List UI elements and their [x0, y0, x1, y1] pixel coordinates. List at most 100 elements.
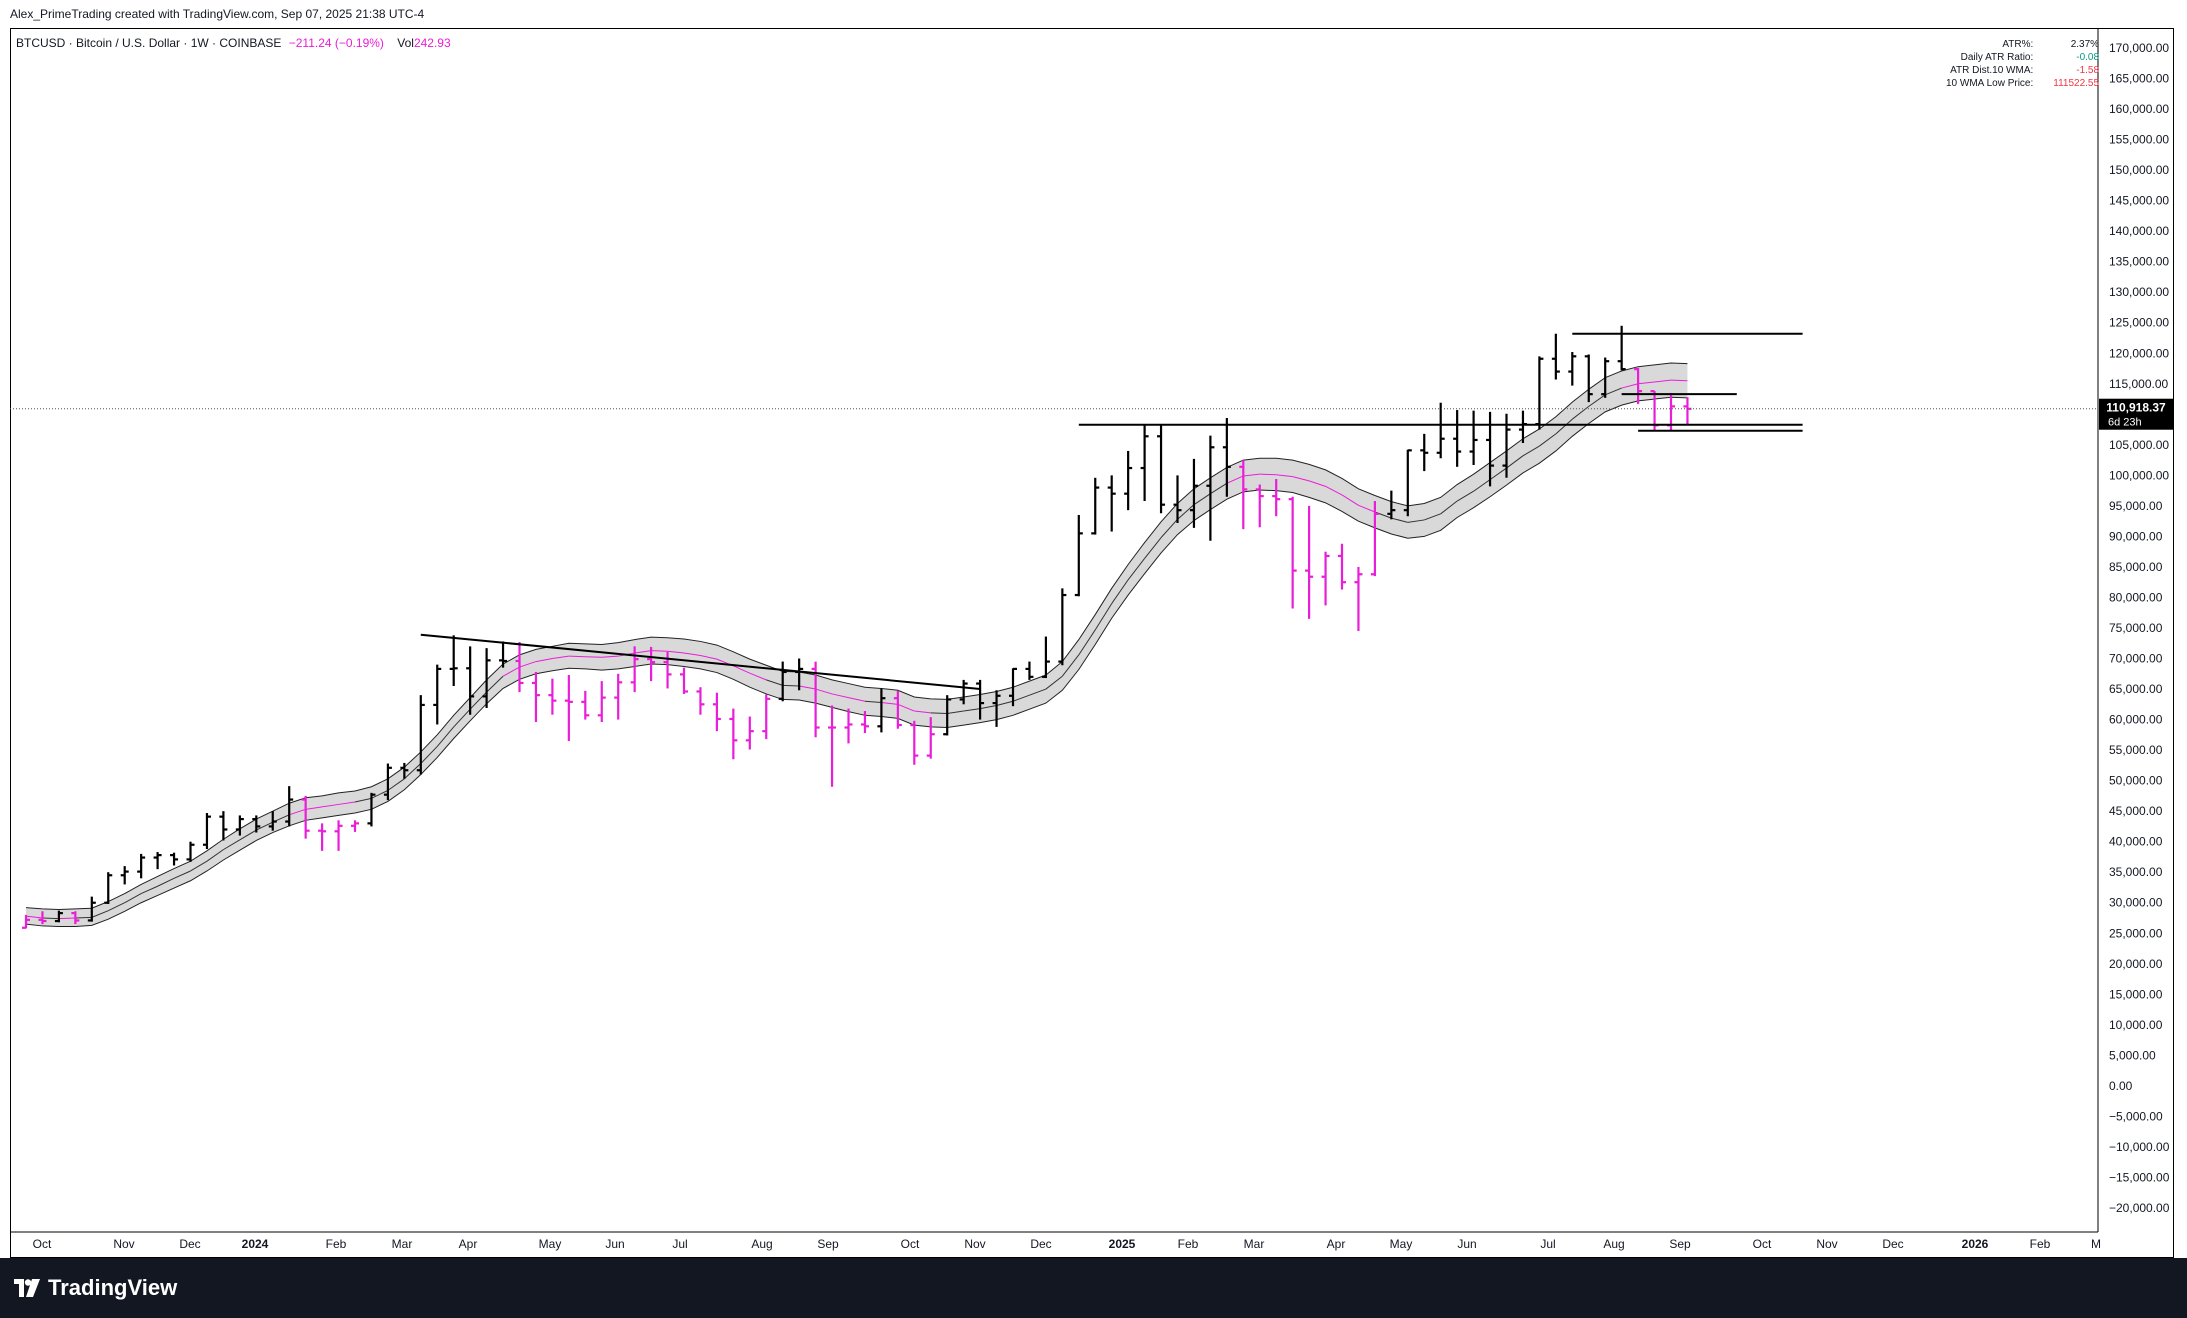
- wma-segment: [1259, 473, 1277, 476]
- ohlc-bar: [531, 671, 540, 723]
- x-tick-label: Nov: [113, 1237, 134, 1251]
- stats-row: ATR%: 2.37%: [1940, 38, 2105, 51]
- wma-segment: [1588, 394, 1606, 407]
- y-tick-label: −5,000.00: [2109, 1109, 2163, 1123]
- wma-segment: [91, 910, 109, 918]
- ohlc-bar: [466, 646, 475, 715]
- band-lower-line: [25, 396, 1688, 928]
- wma-segment: [58, 917, 76, 920]
- y-tick-label: 15,000.00: [2109, 987, 2163, 1001]
- wma-segment: [289, 808, 306, 816]
- y-tick-label: 35,000.00: [2109, 865, 2163, 879]
- wma-segment: [25, 915, 43, 919]
- ohlc-bar: [1370, 501, 1379, 577]
- wma-segment: [42, 917, 59, 920]
- ohlc-bar: [22, 914, 30, 929]
- y-tick-label: −20,000.00: [2109, 1201, 2170, 1215]
- wma-segment: [1276, 474, 1293, 478]
- wma-segment: [881, 701, 898, 705]
- x-tick-label: Apr: [1327, 1237, 1346, 1251]
- wma-segment: [947, 710, 964, 714]
- ohlc-bar: [680, 667, 688, 694]
- brand-name: TradingView: [48, 1275, 178, 1300]
- ohlc-bar: [120, 866, 129, 885]
- wma-segment: [1358, 504, 1376, 513]
- wma-segment: [1407, 519, 1425, 523]
- wma-segment: [338, 801, 356, 805]
- ohlc-bar: [1157, 424, 1166, 514]
- x-tick-label: M: [2091, 1237, 2101, 1251]
- ohlc-bar: [778, 661, 787, 702]
- stats-row: ATR Dist.10 WMA: -1.58: [1940, 64, 2105, 77]
- stats-label: ATR%:: [2002, 39, 2034, 50]
- wma-segment: [535, 658, 553, 663]
- ohlc-bar: [1058, 588, 1067, 666]
- y-tick-label: 165,000.00: [2109, 72, 2169, 86]
- wma-segment: [1094, 603, 1113, 631]
- x-tick-label: Dec: [1882, 1237, 1903, 1251]
- wma-segment: [322, 803, 339, 808]
- x-tick-label: Mar: [1244, 1237, 1265, 1251]
- price-chart[interactable]: 170,000.00 165,000.00 160,000.00 155,000.00…: [0, 0, 2187, 1258]
- chart-frame: [10, 28, 2174, 1258]
- wma-segment: [667, 650, 685, 654]
- wma-segment: [1012, 694, 1030, 702]
- wma-segment: [305, 806, 323, 810]
- ohlc-bar: [1584, 354, 1593, 403]
- ohlc-bar: [285, 786, 294, 827]
- symbol-legend: BTCUSD · Bitcoin / U.S. Dollar · 1W · CO…: [16, 36, 451, 50]
- ohlc-bar: [202, 812, 211, 850]
- wma-segment: [1226, 475, 1244, 484]
- x-tick-label: 2024: [242, 1237, 269, 1251]
- wma-segment: [1605, 387, 1622, 396]
- wma-segment: [1243, 473, 1260, 477]
- wma-segment: [1670, 379, 1688, 382]
- wma-segment: [831, 693, 849, 699]
- wma-segment: [1654, 379, 1672, 383]
- tradingview-logo-icon: [14, 1279, 40, 1297]
- wma-segment: [683, 652, 701, 656]
- y-tick-label: 120,000.00: [2109, 346, 2169, 360]
- price-tag-countdown: 6d 23h: [2108, 417, 2142, 429]
- ohlc-bar: [1140, 424, 1149, 502]
- ohlc-bar: [1288, 496, 1297, 609]
- volume-label: Vol: [397, 36, 414, 50]
- x-tick-label: Jul: [672, 1237, 687, 1251]
- wma-segment: [1127, 558, 1145, 581]
- wma-segment: [223, 839, 241, 851]
- y-tick-label: 125,000.00: [2109, 316, 2169, 330]
- y-tick-label: 80,000.00: [2109, 590, 2163, 604]
- ohlc-bar: [235, 815, 244, 836]
- wma-segment: [930, 712, 948, 714]
- wma-segment: [799, 685, 816, 690]
- ohlc-bar: [1074, 515, 1083, 597]
- ohlc-bar: [87, 896, 96, 922]
- price-tag-box: [2099, 398, 2173, 430]
- x-tick-label: Aug: [1603, 1237, 1624, 1251]
- y-tick-label: 85,000.00: [2109, 560, 2163, 574]
- ohlc-bar: [910, 720, 919, 765]
- y-tick-label: −10,000.00: [2109, 1140, 2170, 1154]
- x-tick-label: Oct: [33, 1237, 52, 1251]
- y-tick-label: 0.00: [2109, 1079, 2133, 1093]
- price-tag-value: 110,918.37: [2106, 401, 2166, 415]
- ohlc-bar: [1469, 410, 1478, 465]
- ohlc-bar: [762, 694, 771, 740]
- price-change: −211.24 (−0.19%): [288, 36, 384, 50]
- wma-segment: [1341, 494, 1359, 506]
- ohlc-bar: [482, 648, 491, 708]
- wma-segment: [1144, 537, 1162, 559]
- wma-segment: [1555, 418, 1573, 435]
- ohlc-bar: [548, 678, 557, 715]
- ohlc-bar: [1173, 475, 1182, 523]
- x-tick-label: Jun: [1457, 1237, 1476, 1251]
- y-tick-label: 95,000.00: [2109, 499, 2163, 513]
- ohlc-bar: [383, 763, 392, 801]
- stats-row: 10 WMA Low Price: 111522.55: [1940, 77, 2105, 90]
- ohlc-bar: [1272, 479, 1281, 517]
- x-tick-label: Apr: [459, 1237, 478, 1251]
- ohlc-bar: [943, 695, 952, 736]
- ohlc-bar: [1535, 356, 1544, 430]
- tradingview-logo[interactable]: TradingView: [14, 1275, 177, 1301]
- symbol-title[interactable]: BTCUSD · Bitcoin / U.S. Dollar · 1W · CO…: [16, 36, 282, 50]
